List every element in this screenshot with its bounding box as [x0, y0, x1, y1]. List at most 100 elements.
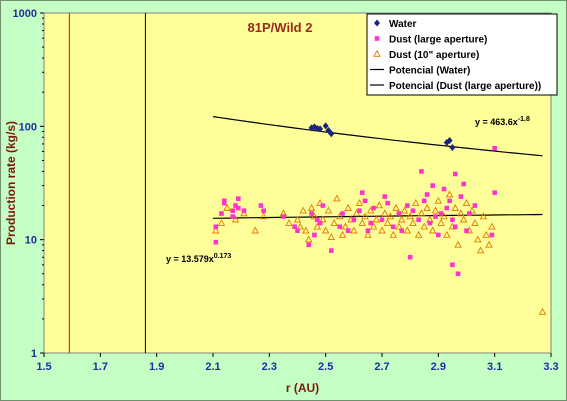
data-point-square [461, 181, 466, 187]
data-point-triangle [468, 206, 476, 214]
data-point-square [447, 198, 452, 204]
data-point-square [241, 208, 247, 214]
data-point-square [365, 228, 371, 233]
data-point-triangle [352, 209, 361, 217]
data-point-triangle [217, 218, 226, 226]
data-point-square [357, 208, 362, 214]
data-point-triangle [445, 190, 454, 198]
legend-box [366, 13, 558, 96]
data-point-triangle [454, 240, 462, 248]
data-point-triangle [240, 209, 248, 217]
data-point-square [368, 220, 374, 226]
data-point-triangle [338, 230, 347, 238]
data-point-square [396, 211, 402, 216]
data-point-triangle [316, 199, 324, 206]
data-point-triangle [327, 233, 336, 241]
legend-label: Potencial (Water) [389, 66, 470, 77]
data-point-square [424, 192, 430, 197]
data-point-triangle [395, 222, 403, 230]
data-point-triangle [364, 230, 372, 238]
y-tick-label: 10 [25, 235, 37, 247]
legend-label: Dust (large aperture) [389, 35, 487, 46]
data-point-triangle [428, 226, 437, 234]
data-point-triangle [434, 196, 443, 204]
data-point-square [416, 217, 421, 223]
x-tick-label: 3.1 [487, 361, 502, 373]
legend-marker-triangle [373, 49, 381, 57]
data-point-triangle [319, 215, 327, 223]
x-tick-label: 2.5 [318, 361, 333, 373]
data-point-triangle [333, 194, 341, 202]
data-point-triangle [412, 199, 420, 206]
data-point-triangle [305, 235, 313, 243]
data-point-square [390, 224, 396, 230]
data-point-square [427, 220, 433, 226]
x-tick-label: 1.5 [36, 361, 51, 373]
data-point-square [236, 196, 241, 201]
y-tick-label: 1 [31, 348, 37, 360]
data-point-triangle [355, 199, 364, 206]
data-point-square [455, 271, 461, 277]
data-point-square [261, 208, 266, 214]
data-point-triangle [321, 226, 330, 234]
data-point-square [236, 205, 241, 211]
data-point-square [399, 228, 405, 233]
data-point-triangle [457, 209, 465, 217]
data-point-triangle [361, 212, 369, 220]
data-point-square [213, 224, 219, 230]
legend-label: Potencial (Dust (large aperture)) [389, 81, 541, 92]
data-point-square [306, 242, 312, 248]
x-tick-label: 2.9 [431, 361, 446, 373]
data-point-square [472, 203, 478, 208]
x-tick-label: 3.3 [543, 361, 558, 373]
legend-label: Dust (10" aperture) [389, 50, 479, 61]
y-tick-label: 100 [19, 121, 37, 133]
data-point-square [492, 145, 497, 151]
data-point-triangle [482, 230, 490, 238]
data-point-triangle [397, 215, 406, 223]
data-point-triangle [392, 203, 400, 211]
data-point-square [489, 232, 495, 238]
data-point-square [359, 190, 365, 195]
data-point-square [492, 190, 497, 195]
data-point-triangle [417, 209, 426, 217]
data-point-triangle [324, 206, 333, 214]
data-point-square [419, 169, 424, 174]
data-point-triangle [431, 206, 440, 214]
fit-line [212, 116, 543, 157]
data-point-square [421, 198, 427, 204]
y-tick-label: 1000 [13, 8, 37, 20]
data-point-triangle [378, 226, 386, 234]
data-point-diamond [328, 130, 335, 138]
data-point-triangle [451, 203, 459, 211]
data-point-square [295, 228, 300, 233]
data-point-triangle [259, 212, 268, 220]
data-point-square [362, 198, 368, 204]
data-point-square [221, 198, 227, 204]
data-point-triangle [302, 226, 310, 234]
data-point-triangle [420, 222, 429, 230]
data-point-square [385, 200, 390, 206]
data-point-triangle [485, 240, 493, 248]
data-point-triangle [350, 226, 358, 234]
data-point-triangle [341, 222, 350, 230]
data-point-triangle [296, 222, 305, 230]
legend-label: Water [389, 19, 417, 30]
data-point-triangle [344, 203, 352, 211]
data-point-diamond [446, 136, 453, 144]
data-point-square [452, 224, 458, 230]
data-point-square [219, 211, 224, 216]
data-point-square [340, 211, 345, 216]
data-point-triangle [437, 218, 445, 226]
x-tick-label: 2.3 [262, 361, 277, 373]
data-point-triangle [310, 212, 319, 220]
data-point-triangle [330, 218, 338, 226]
data-point-triangle [440, 212, 448, 220]
data-point-square [438, 211, 444, 216]
x-tick-label: 1.9 [149, 361, 164, 373]
x-tick-label: 1.7 [93, 361, 108, 373]
data-point-square [312, 232, 317, 238]
data-point-square [458, 194, 464, 199]
data-point-square [320, 203, 326, 208]
